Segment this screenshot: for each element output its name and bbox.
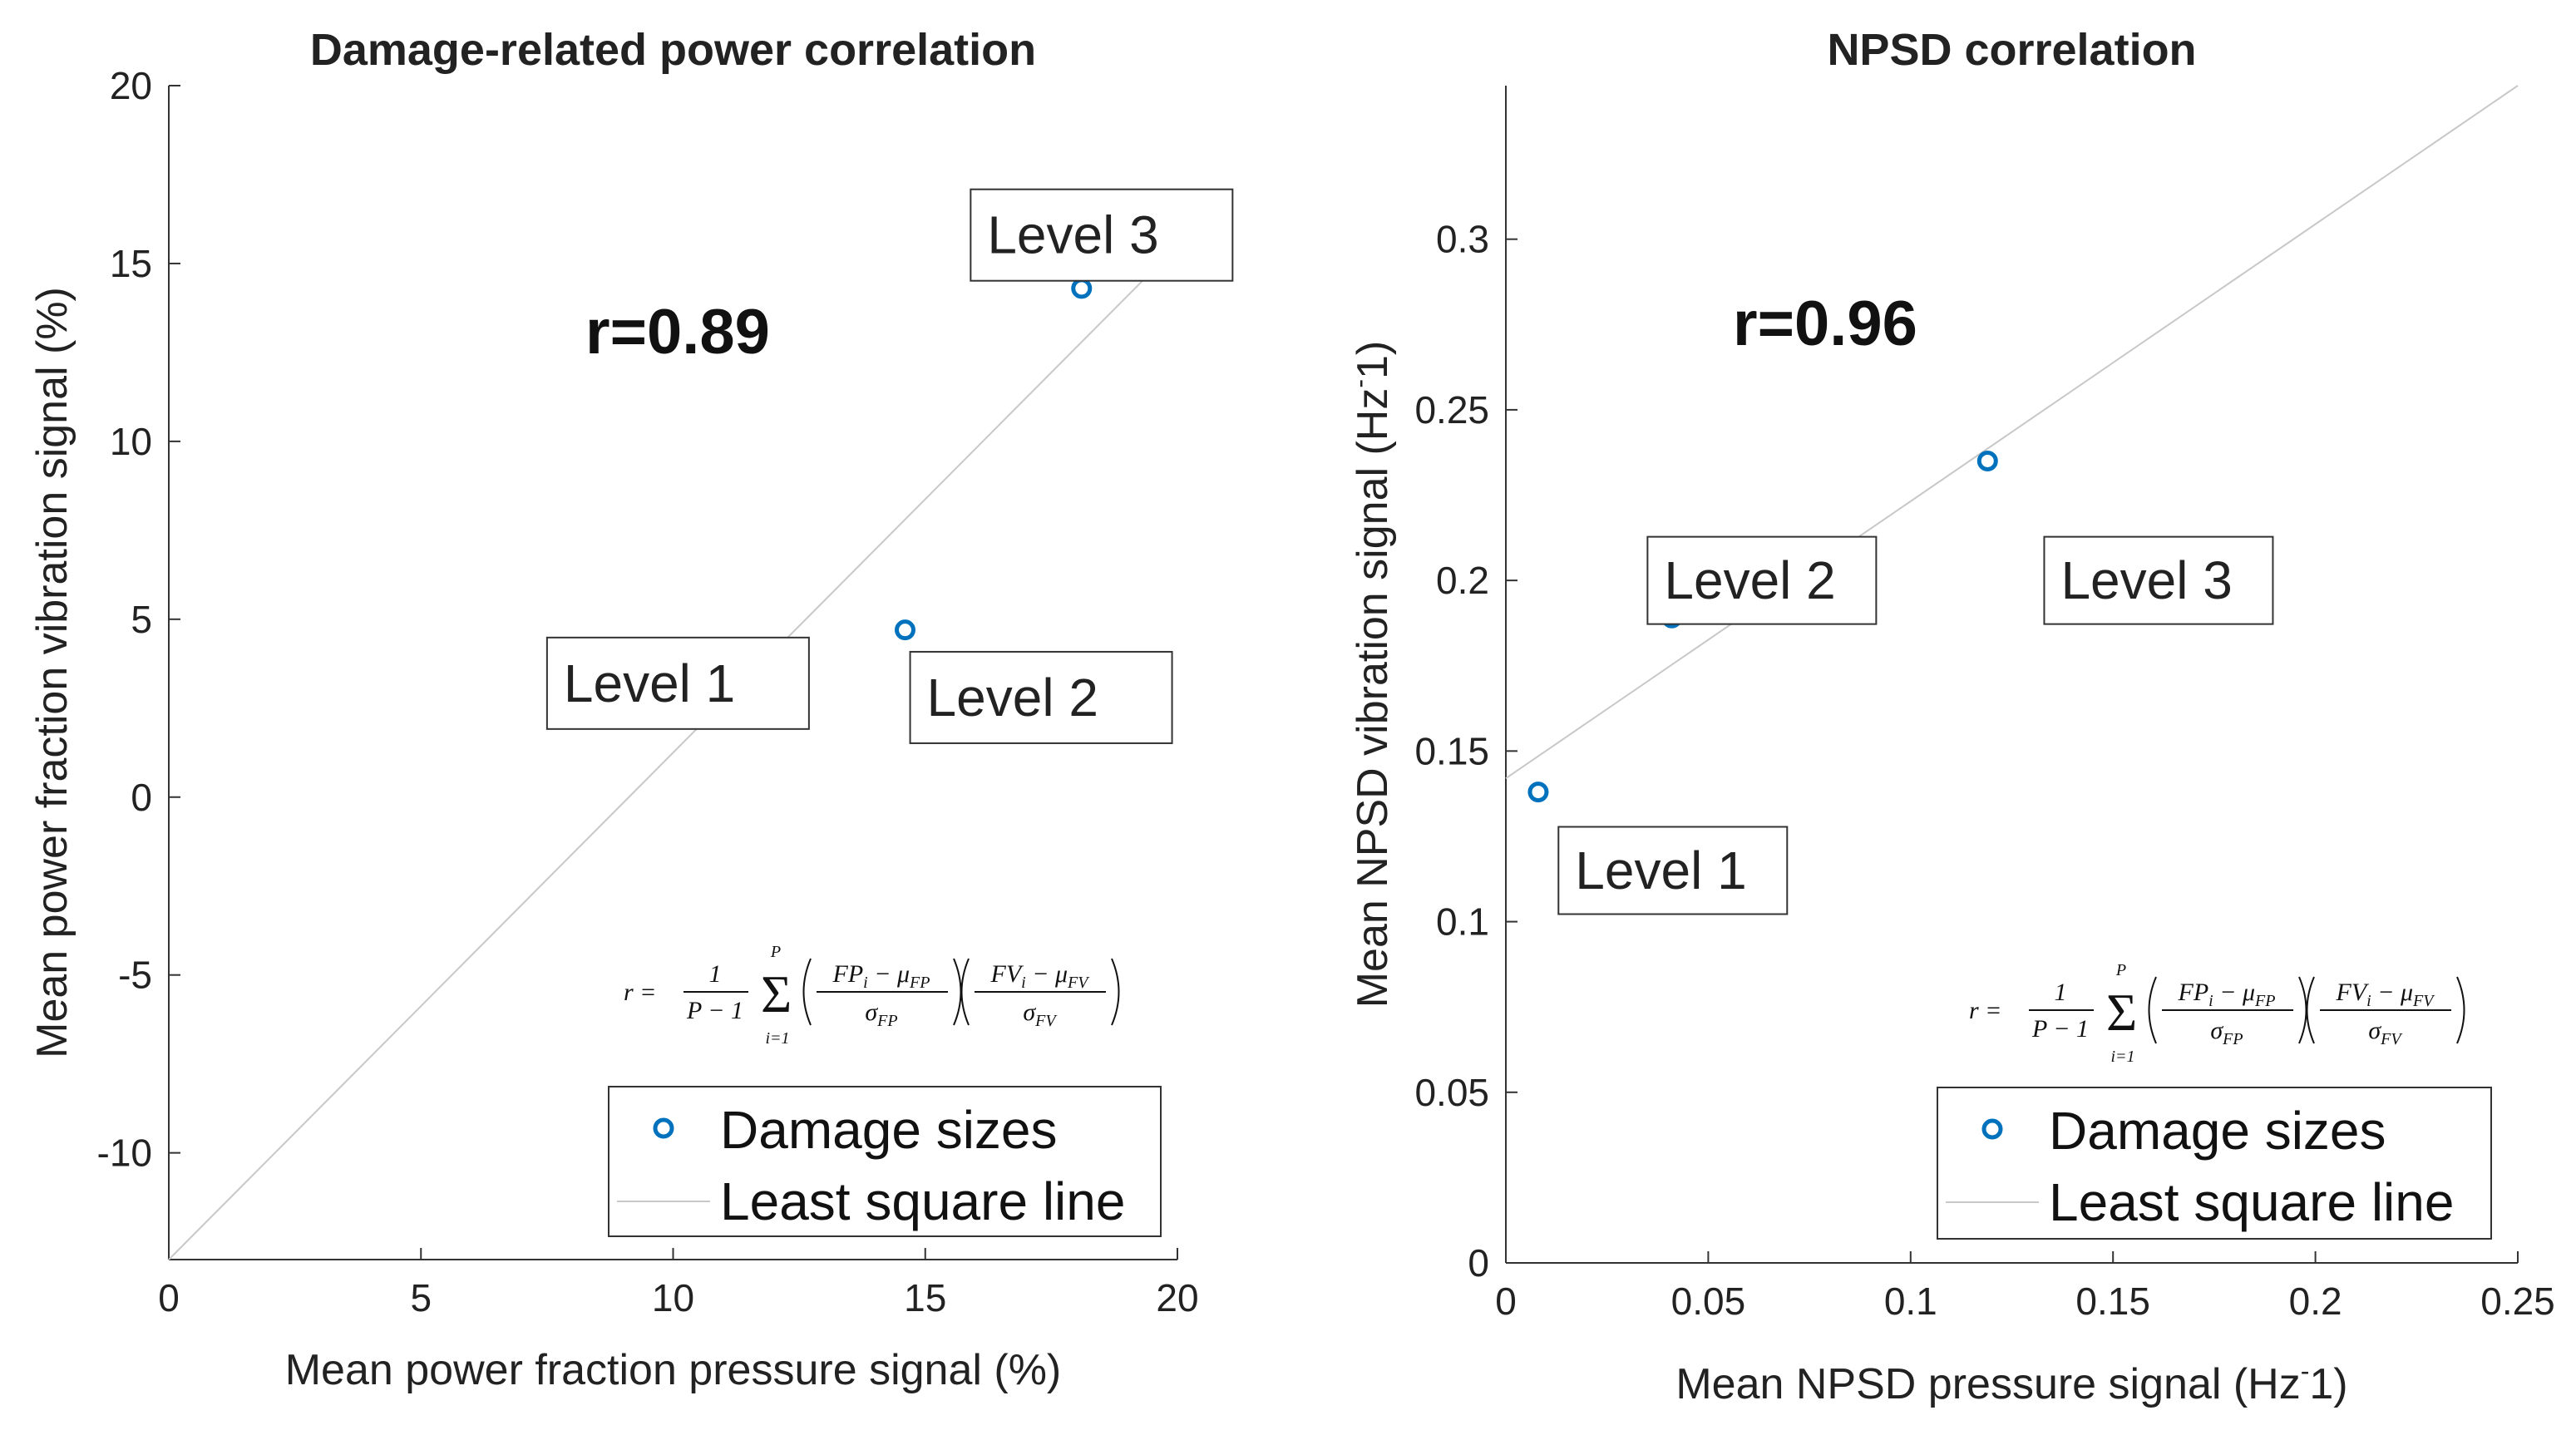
y-axis-label: Mean NPSD vibration signal (Hz-1) [1345, 341, 1397, 1008]
level-label-3: Level 3 [987, 205, 1158, 265]
formula-paren-right [2298, 976, 2307, 1044]
x-tick-label: 5 [410, 1276, 432, 1319]
x-tick-label: 0.05 [1671, 1280, 1746, 1323]
x-tick-label: 10 [652, 1276, 694, 1319]
level-label-1: Level 1 [1575, 841, 1746, 900]
formula-lhs: r = [1969, 997, 2001, 1024]
x-tick-label: 0.25 [2480, 1280, 2555, 1323]
y-tick-label: -10 [97, 1132, 152, 1175]
data-point-level-3 [1976, 450, 1998, 471]
least-square-line [168, 244, 1178, 1260]
legend-marker-damage-sizes [1981, 1118, 2003, 1140]
x-axis-label: Mean NPSD pressure signal (Hz-1) [1675, 1356, 2347, 1408]
formula-term2-den: σFV [2368, 1017, 2403, 1048]
formula-term2-num: FVi − μFV [990, 960, 1091, 992]
y-tick-label: 0.25 [1414, 388, 1489, 431]
x-tick-label: 0.2 [2289, 1280, 2342, 1323]
formula-term2-num: FVi − μFV [2336, 979, 2436, 1010]
formula-paren-left [2306, 976, 2315, 1044]
x-tick-label: 0.15 [2075, 1280, 2150, 1323]
level-label-2: Level 2 [927, 668, 1098, 727]
legend-box [608, 1086, 1162, 1237]
chart-panel-2: NPSD correlation 0 0.05 0.1 0.15 0.2 0.25 0 0.05… [1345, 25, 2555, 1408]
legend-box [1937, 1087, 2492, 1240]
level-label-2: Level 2 [1664, 550, 1835, 610]
formula-paren-left [2148, 976, 2157, 1044]
y-tick-label: 5 [131, 598, 152, 641]
y-tick-label: 15 [110, 242, 152, 285]
x-tick-label: 20 [1156, 1276, 1198, 1319]
level-label-3: Level 3 [2060, 550, 2232, 610]
x-tick-label: 0 [158, 1276, 180, 1319]
x-axis-label: Mean power fraction pressure signal (%) [285, 1346, 1062, 1394]
formula-term1-den: σFP [2210, 1017, 2243, 1048]
formula-term1-den: σFP [865, 999, 897, 1030]
formula-paren-left [802, 958, 812, 1026]
legend-marker-damage-sizes [653, 1117, 674, 1139]
level-box-2 [909, 650, 1173, 744]
x-tick-label: 0 [1495, 1280, 1517, 1323]
formula-frac-den: P − 1 [2031, 1015, 2089, 1043]
least-square-line [1505, 85, 2519, 780]
formula-sum-upper: P [770, 943, 781, 961]
x-tick-label: 15 [904, 1276, 946, 1319]
formula-sum-lower: i=1 [2110, 1048, 2134, 1066]
level-box-1 [545, 636, 810, 730]
legend-label-least-square-line: Least square line [2049, 1172, 2454, 1232]
data-point-level-2 [894, 619, 915, 641]
correlation-value: r=0.96 [1733, 288, 1917, 359]
data-point-level-3 [1071, 278, 1093, 299]
level-box-1 [1557, 826, 1789, 915]
y-tick-label: 0 [131, 776, 152, 819]
formula-paren-right [1111, 958, 1120, 1026]
formula-lhs: r = [624, 979, 656, 1006]
correlation-formula: r = 1 P − 1 ΣPi=1 FPi − μFP σFP FVi − μFV σFV [624, 943, 1120, 1048]
y-tick-label: 10 [110, 420, 152, 463]
y-tick-label: 0.1 [1436, 900, 1489, 944]
level-label-1: Level 1 [564, 653, 735, 713]
formula-term1-num: FPi − μFP [2178, 979, 2276, 1010]
legend-label-damage-sizes: Damage sizes [720, 1100, 1058, 1160]
formula-paren-right [2456, 976, 2465, 1044]
level-box-2 [1646, 535, 1878, 625]
formula-term2-den: σFV [1023, 999, 1058, 1030]
y-tick-label: 0.05 [1414, 1071, 1489, 1114]
legend-label-damage-sizes: Damage sizes [2049, 1101, 2386, 1161]
chart-title: Damage-related power correlation [310, 25, 1036, 75]
correlation-formula: r = 1 P − 1 ΣPi=1 FPi − μFP σFP FVi − μFV σFV [1969, 961, 2465, 1066]
formula-sum-lower: i=1 [765, 1029, 789, 1048]
y-tick-label: 0 [1468, 1241, 1489, 1285]
x-tick-label: 0.1 [1884, 1280, 1937, 1323]
y-tick-label: 0.2 [1436, 559, 1489, 602]
formula-frac-num: 1 [2055, 979, 2067, 1006]
formula-sigma: Σ [761, 964, 792, 1023]
y-axis-label: Mean power fraction vibration signal (%) [28, 287, 76, 1058]
formula-frac-den: P − 1 [686, 997, 743, 1024]
formula-term1-num: FPi − μFP [832, 960, 930, 992]
level-box-3 [2043, 535, 2274, 625]
formula-paren-left [960, 958, 970, 1026]
correlation-value: r=0.89 [585, 297, 770, 367]
data-point-level-1 [1527, 782, 1549, 803]
y-tick-label: -5 [118, 954, 152, 997]
chart-title: NPSD correlation [1827, 25, 2196, 75]
legend: Damage sizes Least square line [1937, 1087, 2492, 1240]
formula-frac-num: 1 [709, 960, 722, 988]
y-tick-label: 20 [110, 64, 152, 107]
y-tick-label: 0.3 [1436, 218, 1489, 261]
legend-label-least-square-line: Least square line [720, 1171, 1125, 1231]
formula-sum-upper: P [2115, 961, 2126, 979]
formula-sigma: Σ [2106, 983, 2137, 1042]
level-box-3 [970, 188, 1234, 282]
legend: Damage sizes Least square line [608, 1086, 1162, 1237]
formula-paren-right [953, 958, 962, 1026]
y-tick-label: 0.15 [1414, 729, 1489, 772]
